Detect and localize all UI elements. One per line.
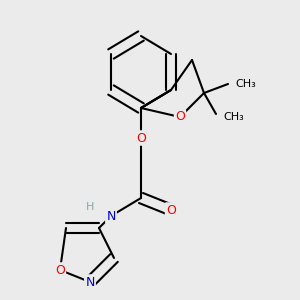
Text: O: O: [136, 131, 146, 145]
Text: O: O: [166, 203, 176, 217]
Text: N: N: [85, 275, 95, 289]
Text: N: N: [106, 209, 116, 223]
Text: O: O: [55, 263, 65, 277]
Text: CH₃: CH₃: [224, 112, 244, 122]
Text: O: O: [175, 110, 185, 124]
Text: H: H: [86, 202, 94, 212]
Text: CH₃: CH₃: [236, 79, 256, 89]
